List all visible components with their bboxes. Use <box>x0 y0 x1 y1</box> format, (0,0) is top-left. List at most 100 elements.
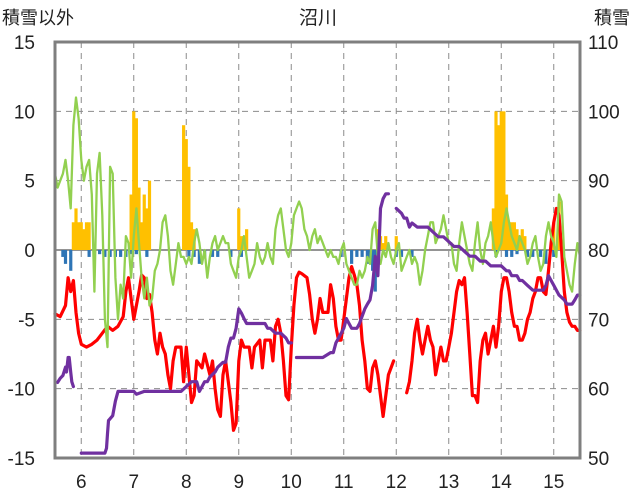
bar-mark <box>71 222 75 250</box>
bar-mark <box>87 250 91 257</box>
bar-mark <box>507 222 511 250</box>
bar-mark <box>491 208 495 250</box>
bar-mark <box>145 250 149 257</box>
bar-mark <box>63 250 68 264</box>
bar-mark <box>394 236 398 250</box>
bar-mark <box>187 250 191 257</box>
bar-mark <box>504 194 509 250</box>
y-right-tick-label: 110 <box>588 33 618 54</box>
y-left-tick-label: 0 <box>24 241 35 262</box>
x-tick-label: 8 <box>181 472 192 493</box>
x-tick-label: 9 <box>233 472 244 493</box>
bar-mark <box>494 111 498 250</box>
x-tick-label: 10 <box>281 472 302 493</box>
bar-mark <box>182 125 186 250</box>
bar-mark <box>237 208 241 250</box>
x-tick-label: 6 <box>76 472 87 493</box>
y-left-tick-label: -10 <box>8 380 35 401</box>
bar-mark <box>381 243 385 250</box>
bar-mark <box>210 250 215 257</box>
bar-mark <box>552 250 556 257</box>
bar-mark <box>504 250 509 257</box>
bar-mark <box>216 250 220 257</box>
y-left-tick-label: -5 <box>18 310 35 331</box>
bar-mark <box>523 236 527 250</box>
y-right-tick-label: 80 <box>588 241 609 262</box>
bar-mark <box>239 250 243 257</box>
bar-mark <box>142 194 146 250</box>
y-right-tick-label: 50 <box>588 449 609 470</box>
bar-mark <box>129 194 133 250</box>
bar-mark <box>512 222 516 250</box>
series-line-6 <box>394 206 582 306</box>
bar-mark <box>525 250 530 257</box>
bar-mark <box>245 229 249 250</box>
y-left-tick-label: 15 <box>14 33 35 54</box>
plot-frame <box>53 40 582 460</box>
y-right-tick-label: 70 <box>588 310 609 331</box>
y-right-tick-label: 100 <box>588 102 620 123</box>
bar-mark <box>515 229 519 250</box>
series-line-4 <box>79 307 293 455</box>
y-left-tick-label: -15 <box>8 449 35 470</box>
series-line-1 <box>405 206 582 405</box>
y-right-tick-label: 90 <box>588 172 609 193</box>
y-right-tick-label: 60 <box>588 380 609 401</box>
bar-mark <box>360 250 364 257</box>
bar-mark <box>145 208 149 250</box>
bar-mark <box>98 250 102 255</box>
bar-mark <box>134 118 138 251</box>
bar-mark <box>69 250 73 271</box>
x-tick-label: 11 <box>334 472 354 493</box>
series-line-2 <box>53 96 582 349</box>
bar-mark <box>77 222 81 250</box>
x-tick-label: 15 <box>543 472 564 493</box>
bar-mark <box>84 222 89 250</box>
bar-mark <box>147 180 152 250</box>
bar-mark <box>520 229 524 250</box>
bar-mark <box>350 250 354 264</box>
bar-mark <box>229 250 233 257</box>
chart-title: 沼川 <box>299 7 337 29</box>
bar-mark <box>399 250 404 257</box>
bar-mark <box>502 111 506 250</box>
bar-mark <box>132 111 136 250</box>
bar-mark <box>371 250 375 271</box>
y-axis-title-left: 積雪以外 <box>2 8 74 28</box>
x-tick-label: 12 <box>386 472 407 493</box>
bar-mark <box>119 250 123 257</box>
bar-mark <box>134 250 138 255</box>
bar-mark <box>74 208 78 250</box>
lines-layer <box>53 96 582 455</box>
bar-mark <box>544 250 548 264</box>
y-left-tick-label: 5 <box>24 172 35 193</box>
bar-mark <box>137 187 141 250</box>
bar-mark <box>192 250 196 257</box>
y-left-tick-label: 10 <box>14 102 35 123</box>
bar-mark <box>531 250 535 257</box>
bar-mark <box>499 111 503 250</box>
bar-mark <box>184 139 188 250</box>
bar-mark <box>239 236 243 250</box>
y-axis-title-right: 積雪 <box>594 8 630 28</box>
series-line-5 <box>294 192 390 360</box>
series-line-3 <box>56 355 75 389</box>
bar-mark <box>108 250 112 257</box>
x-tick-label: 14 <box>491 472 513 493</box>
bar-mark <box>187 166 191 250</box>
series-line-0 <box>53 265 396 432</box>
bar-mark <box>79 222 83 250</box>
bar-mark <box>61 250 65 257</box>
bar-mark <box>518 236 522 250</box>
bar-mark <box>82 229 86 250</box>
bar-mark <box>197 250 201 264</box>
bar-mark <box>552 222 556 250</box>
bar-mark <box>410 250 414 257</box>
bar-mark <box>539 250 543 257</box>
bar-mark <box>384 236 388 250</box>
bar-mark <box>515 250 519 255</box>
bar-mark <box>103 250 107 257</box>
